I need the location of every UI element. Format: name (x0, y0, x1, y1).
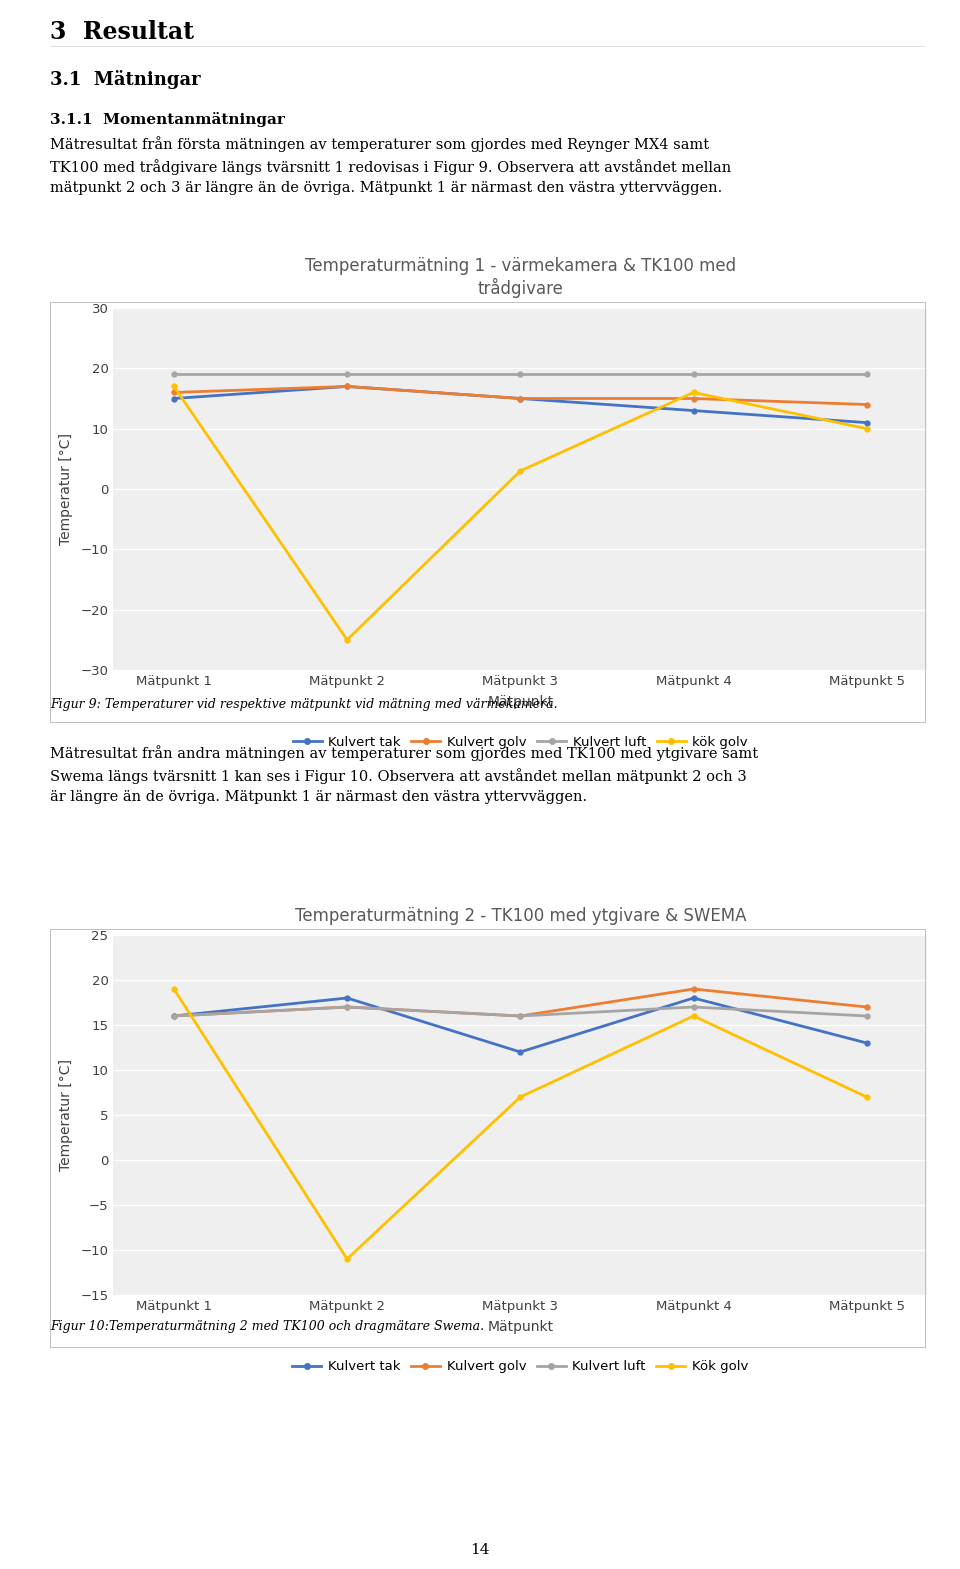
Title: Temperaturmätning 2 - TK100 med ytgivare & SWEMA: Temperaturmätning 2 - TK100 med ytgivare… (295, 907, 746, 926)
Line: Kulvert luft: Kulvert luft (172, 1004, 869, 1018)
Line: Kök golv: Kök golv (172, 987, 869, 1261)
Title: Temperaturmätning 1 - värmekamera & TK100 med
trådgivare: Temperaturmätning 1 - värmekamera & TK10… (304, 257, 736, 298)
Kulvert luft (342, 998, 353, 1017)
Line: kök golv: kök golv (172, 384, 869, 642)
Kulvert golv (515, 389, 526, 408)
Text: 3.1  Mätningar: 3.1 Mätningar (50, 71, 201, 89)
Kulvert golv (515, 1007, 526, 1026)
Kulvert tak (168, 1007, 180, 1026)
Kök golv (168, 979, 180, 998)
X-axis label: Mätpunkt: Mätpunkt (488, 1320, 553, 1334)
Kulvert golv (687, 389, 699, 408)
Line: Kulvert tak: Kulvert tak (172, 996, 869, 1054)
Kulvert luft (342, 366, 353, 384)
Kulvert luft (168, 366, 180, 384)
X-axis label: Mätpunkt: Mätpunkt (488, 695, 553, 709)
Kulvert luft (861, 1007, 873, 1026)
Kulvert tak (687, 402, 699, 420)
Kulvert luft (515, 1007, 526, 1026)
Legend: Kulvert tak, Kulvert golv, Kulvert luft, kök golv: Kulvert tak, Kulvert golv, Kulvert luft,… (287, 730, 754, 753)
Text: Mätresultat från andra mätningen av temperaturer som gjordes med TK100 med ytgiv: Mätresultat från andra mätningen av temp… (50, 745, 758, 803)
Kulvert golv (168, 383, 180, 402)
Kulvert tak (342, 988, 353, 1007)
kök golv (687, 383, 699, 402)
Kulvert tak (861, 413, 873, 431)
Line: Kulvert tak: Kulvert tak (172, 384, 869, 425)
Kulvert tak (861, 1034, 873, 1053)
Kulvert tak (515, 389, 526, 408)
Kök golv (515, 1087, 526, 1106)
Kulvert golv (342, 377, 353, 395)
Kök golv (342, 1249, 353, 1268)
Legend: Kulvert tak, Kulvert golv, Kulvert luft, Kök golv: Kulvert tak, Kulvert golv, Kulvert luft,… (287, 1356, 754, 1379)
Kulvert golv (861, 395, 873, 414)
Kulvert tak (515, 1042, 526, 1061)
Text: 3  Resultat: 3 Resultat (50, 20, 194, 44)
kök golv (342, 631, 353, 650)
Text: Figur 10:Temperaturmätning 2 med TK100 och dragmätare Swema.: Figur 10:Temperaturmätning 2 med TK100 o… (50, 1320, 484, 1334)
Line: Kulvert luft: Kulvert luft (172, 372, 869, 377)
Kulvert tak (687, 988, 699, 1007)
kök golv (515, 461, 526, 480)
Line: Kulvert golv: Kulvert golv (172, 987, 869, 1018)
Kulvert golv (687, 979, 699, 998)
Kök golv (687, 1007, 699, 1026)
Y-axis label: Temperatur [°C]: Temperatur [°C] (60, 433, 74, 544)
Text: 3.1.1  Momentanmätningar: 3.1.1 Momentanmätningar (50, 111, 285, 127)
Kulvert luft (515, 366, 526, 384)
Kulvert golv (168, 1007, 180, 1026)
Text: 14: 14 (470, 1542, 490, 1556)
Kulvert luft (687, 366, 699, 384)
kök golv (168, 377, 180, 395)
Y-axis label: Temperatur [°C]: Temperatur [°C] (60, 1059, 73, 1170)
Kök golv (861, 1087, 873, 1106)
Kulvert luft (168, 1007, 180, 1026)
Kulvert luft (687, 998, 699, 1017)
Kulvert tak (342, 377, 353, 395)
Line: Kulvert golv: Kulvert golv (172, 384, 869, 406)
Text: Mätresultat från första mätningen av temperaturer som gjordes med Reynger MX4 sa: Mätresultat från första mätningen av tem… (50, 137, 732, 195)
Kulvert golv (342, 998, 353, 1017)
Kulvert tak (168, 389, 180, 408)
Kulvert luft (861, 366, 873, 384)
Text: Figur 9: Temperaturer vid respektive mätpunkt vid mätning med värmekamera.: Figur 9: Temperaturer vid respektive mät… (50, 698, 558, 711)
Kulvert golv (861, 998, 873, 1017)
kök golv (861, 419, 873, 438)
